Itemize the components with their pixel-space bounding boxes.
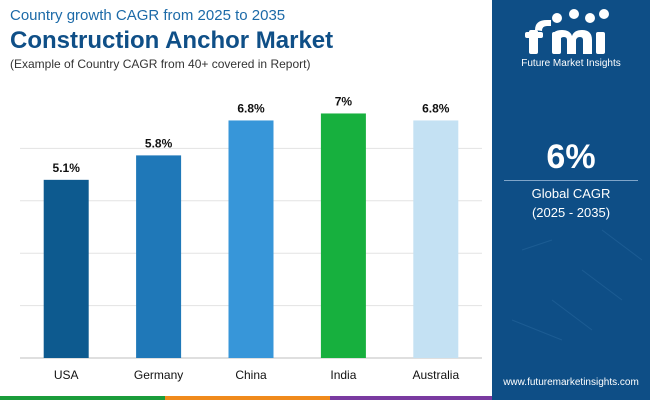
x-tick-label-china: China [235, 368, 267, 382]
summary-panel: Future Market Insights 6% Global CAGR (2… [492, 0, 650, 400]
footer-stripe-green [0, 396, 165, 400]
x-tick-label-germany: Germany [134, 368, 183, 382]
x-tick-label-india: India [330, 368, 356, 382]
footer-stripe-purple [330, 396, 492, 400]
global-cagr-label: Global CAGR [531, 186, 611, 201]
x-tick-label-australia: Australia [412, 368, 459, 382]
chart-subtitle: Country growth CAGR from 2025 to 2035 [10, 7, 286, 24]
global-cagr-value: 6% [546, 138, 596, 176]
chart-note: (Example of Country CAGR from 40+ covere… [10, 57, 311, 71]
bar-australia [413, 120, 459, 358]
data-label-germany: 5.8% [145, 136, 173, 150]
bar-germany [136, 155, 182, 358]
chart-area: Country growth CAGR from 2025 to 2035 Co… [10, 7, 482, 382]
bar-usa [43, 179, 89, 358]
fmi-logo [525, 9, 609, 54]
data-label-india: 7% [335, 94, 353, 108]
divider [504, 180, 638, 181]
bar-india [320, 113, 366, 358]
x-tick-label-usa: USA [54, 368, 79, 382]
website-link[interactable]: www.futuremarketinsights.com [503, 377, 639, 388]
chart-title: Construction Anchor Market [10, 27, 334, 54]
global-cagr-range: (2025 - 2035) [531, 205, 611, 220]
data-label-australia: 6.8% [422, 101, 450, 115]
bar-chart: 5.1% USA 5.8% Germany 6.8% China 7% India 6.8% Au… [20, 94, 482, 382]
panel-texture [511, 229, 643, 341]
footer-stripe-orange [165, 396, 330, 400]
data-label-usa: 5.1% [53, 161, 81, 175]
brand-name: Future Market Insights [521, 58, 621, 69]
data-label-china: 6.8% [237, 101, 265, 115]
bar-china [228, 120, 274, 358]
